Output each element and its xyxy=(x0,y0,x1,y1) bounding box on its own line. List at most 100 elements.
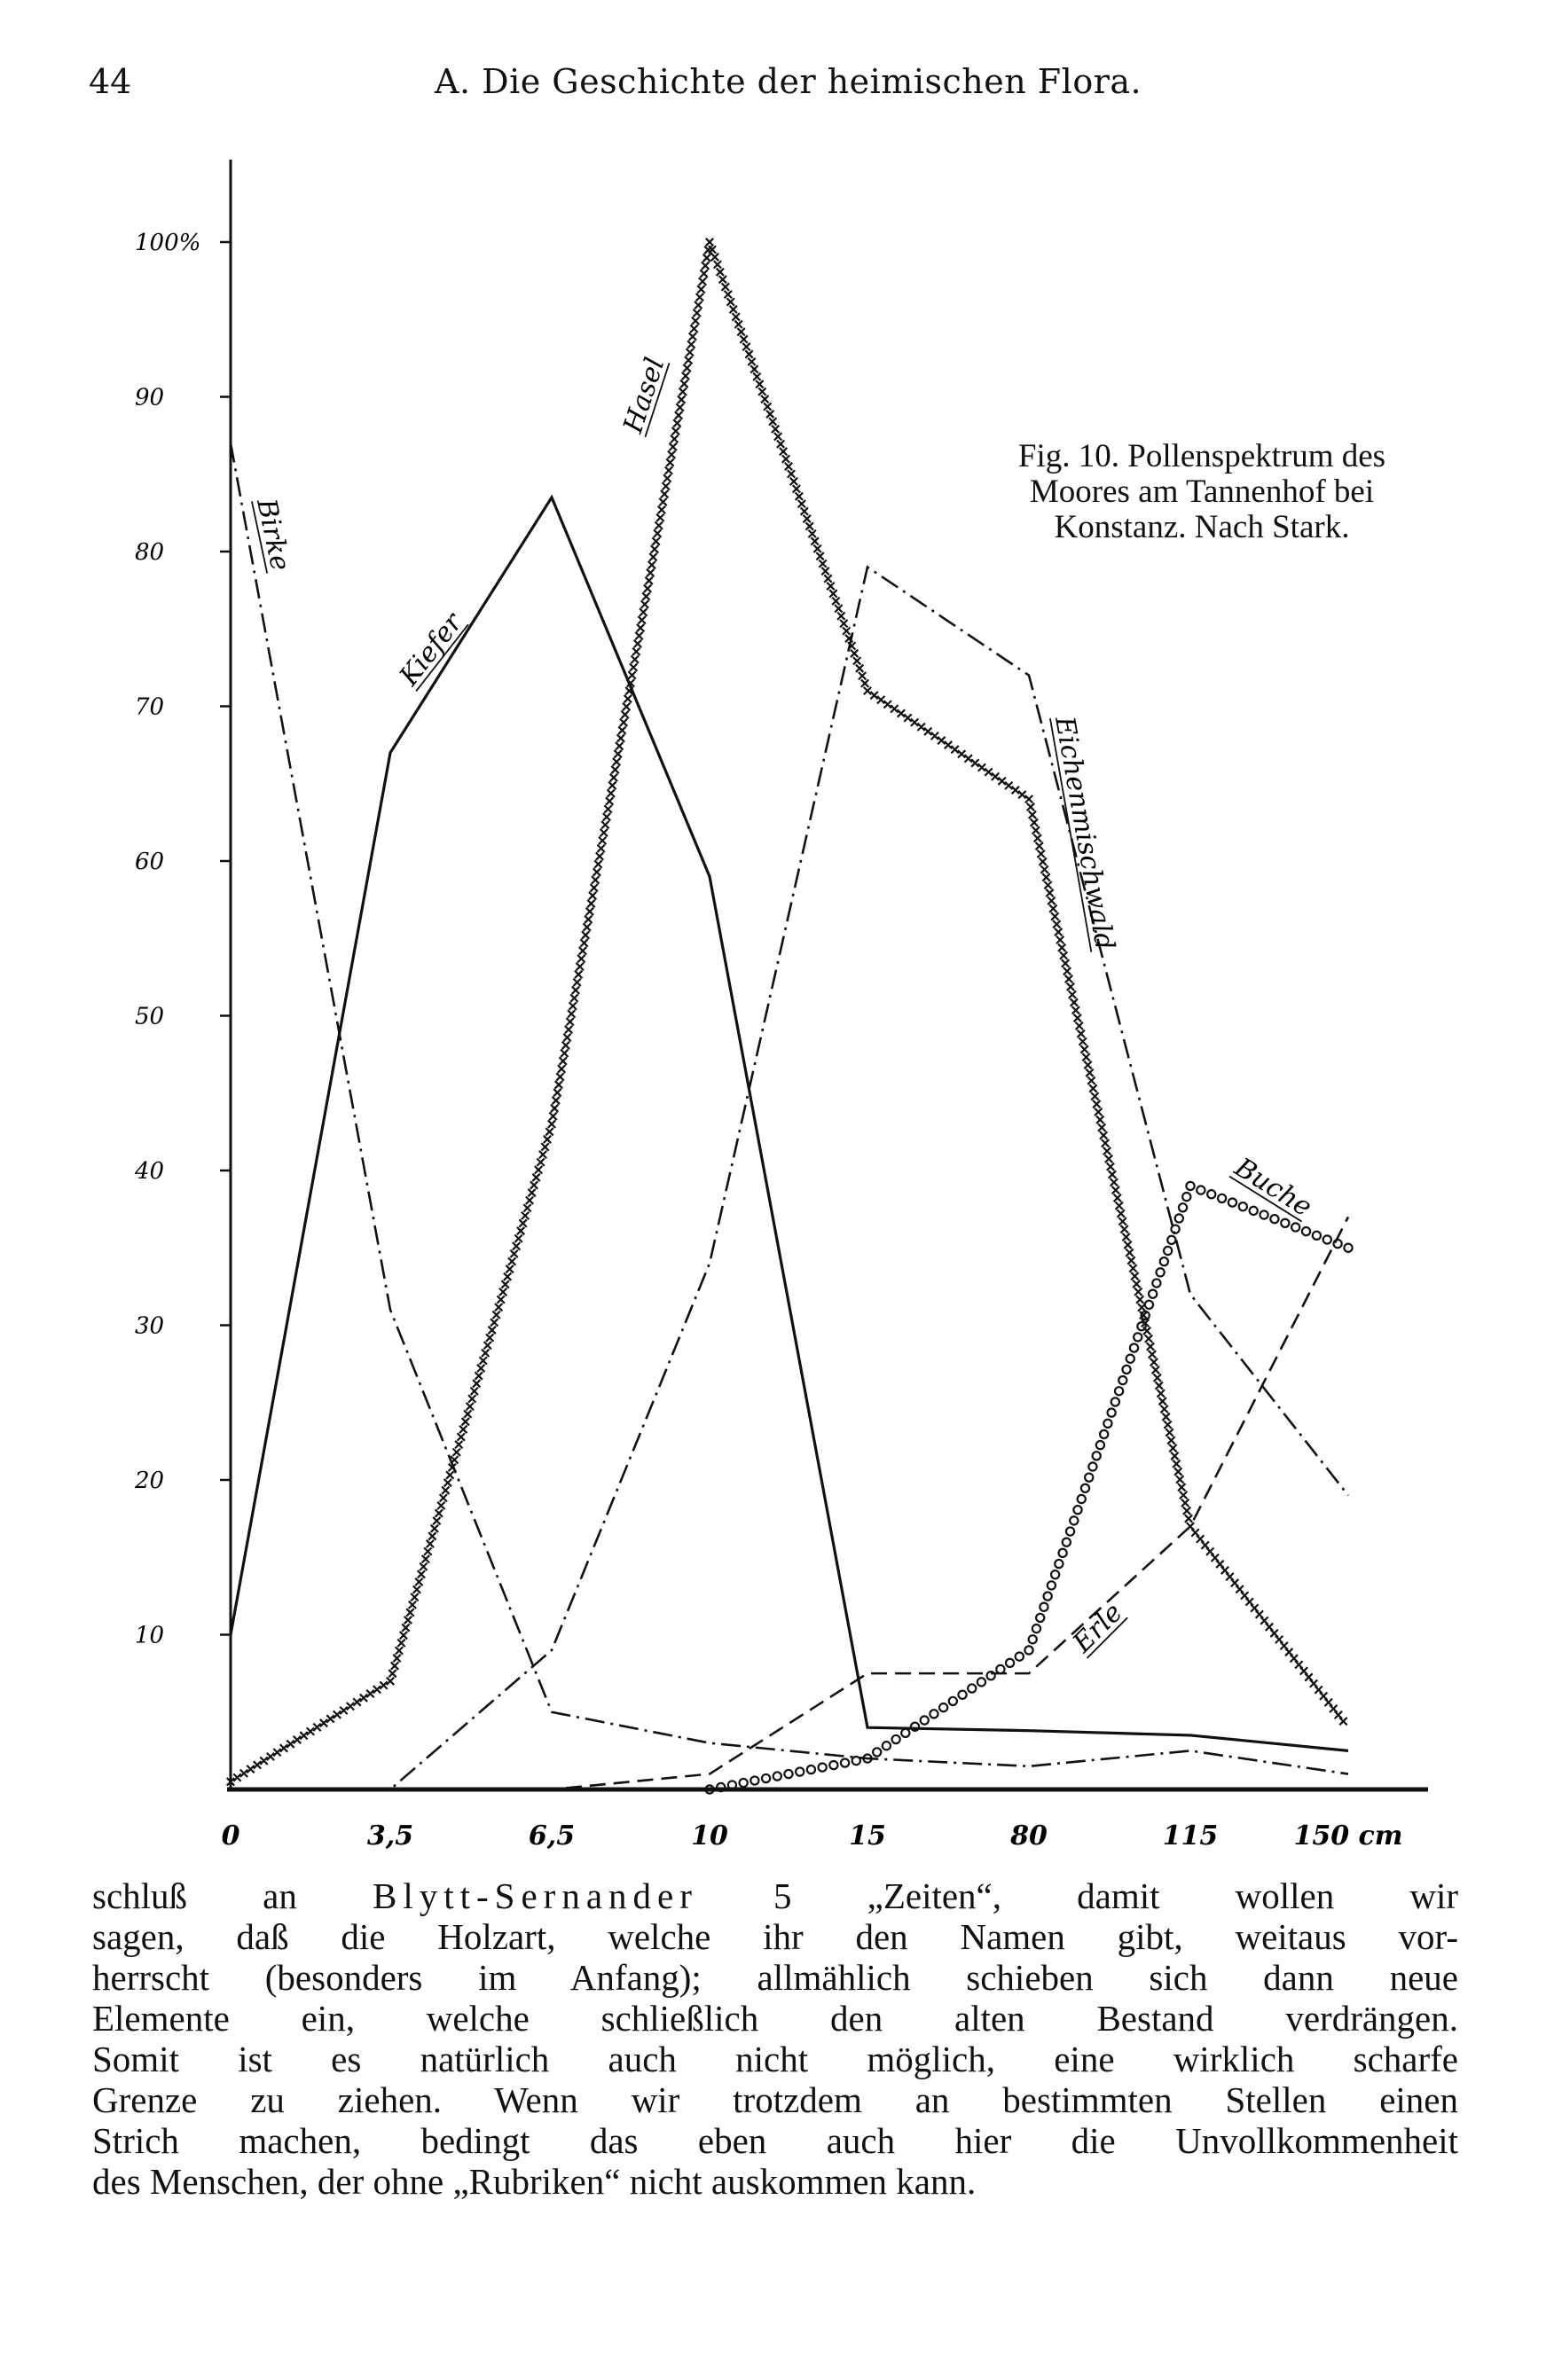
buche-circle-mark xyxy=(1140,1310,1150,1321)
hasel-cross-mark xyxy=(781,454,791,464)
hasel-cross-mark xyxy=(963,754,973,763)
hasel-cross-mark xyxy=(339,1705,349,1715)
hasel-cross-mark xyxy=(1087,1076,1096,1085)
hasel-cross-mark xyxy=(1134,1287,1143,1296)
hasel-cross-mark xyxy=(286,1739,295,1749)
hasel-cross-mark xyxy=(842,626,852,636)
hasel-cross-mark xyxy=(984,767,993,777)
pollen-spectrum-chart: 10 20 30 40 50 60 70 80 90 100% 0 3,5 6,5 10 15 80 115 15… xyxy=(134,160,1428,1852)
hasel-cross-mark xyxy=(530,1180,539,1190)
hasel-cross-mark xyxy=(869,691,879,701)
hasel-cross-mark xyxy=(450,1455,459,1465)
hasel-cross-mark xyxy=(707,245,717,254)
buche-circle-mark xyxy=(1034,1612,1046,1624)
hasel-cross-mark xyxy=(1130,1272,1140,1281)
hasel-cross-mark xyxy=(494,1303,504,1312)
hasel-cross-mark xyxy=(1041,873,1051,882)
hasel-cross-mark xyxy=(560,1048,569,1058)
hasel-cross-mark xyxy=(850,648,859,658)
hasel-cross-mark xyxy=(1163,1420,1173,1429)
hasel-cross-mark xyxy=(553,1088,562,1098)
body-line: des Menschen, der ohne „Rubriken“ nicht … xyxy=(92,2161,977,2202)
hasel-cross-mark xyxy=(478,1356,488,1366)
hasel-cross-mark xyxy=(589,883,599,893)
hasel-cross-mark xyxy=(1103,1147,1112,1156)
buche-circle-mark xyxy=(783,1768,794,1780)
hasel-cross-mark xyxy=(550,1103,560,1113)
hasel-cross-mark xyxy=(786,469,796,479)
buche-circle-mark xyxy=(1042,1591,1053,1601)
hasel-cross-mark xyxy=(651,536,661,546)
hasel-cross-mark xyxy=(791,484,801,494)
hasel-cross-mark xyxy=(487,1326,497,1335)
hasel-cross-mark xyxy=(799,506,809,516)
buche-circle-mark xyxy=(1031,1623,1042,1634)
series-label-birke: Birke xyxy=(250,495,295,573)
buche-circle-mark xyxy=(1064,1526,1076,1537)
hasel-cross-mark xyxy=(695,293,704,302)
hasel-cross-mark xyxy=(694,301,703,310)
buche-circle-mark xyxy=(1121,1364,1132,1375)
hasel-cross-mark xyxy=(612,757,622,767)
series-line-birke xyxy=(229,442,1349,1775)
hasel-cross-mark xyxy=(619,717,629,727)
hasel-cross-mark xyxy=(789,476,798,486)
buche-circle-mark xyxy=(1155,1267,1166,1278)
hasel-cross-mark xyxy=(1338,1717,1348,1726)
hasel-cross-mark xyxy=(555,1072,565,1082)
y-tick-label: 40 xyxy=(134,1158,164,1185)
hasel-cross-mark xyxy=(670,435,679,443)
hasel-cross-mark xyxy=(428,1531,437,1541)
hasel-cross-mark xyxy=(1048,904,1058,913)
hasel-cross-mark xyxy=(443,1478,452,1488)
hasel-cross-mark xyxy=(1181,1498,1190,1507)
hasel-cross-mark xyxy=(1067,990,1077,999)
buche-circle-mark xyxy=(1128,1343,1140,1353)
hasel-cross-mark xyxy=(639,607,648,617)
buche-circle-mark xyxy=(1143,1299,1155,1311)
hasel-cross-mark xyxy=(445,1470,455,1480)
buche-circle-mark xyxy=(1227,1197,1238,1208)
hasel-cross-mark xyxy=(232,1773,242,1782)
caption-line-3: Konstanz. Nach Stark. xyxy=(1054,509,1350,545)
buche-circle-mark xyxy=(938,1702,949,1713)
hasel-cross-mark xyxy=(565,1017,575,1027)
hasel-cross-mark xyxy=(1116,1209,1126,1218)
hasel-cross-mark xyxy=(1063,967,1072,976)
hasel-cross-mark xyxy=(658,497,668,507)
hasel-cross-mark xyxy=(804,521,814,531)
body-paragraph: schluß an Blytt-Sernander 5 „Zeiten“, da… xyxy=(92,1875,1458,2202)
hasel-cross-mark xyxy=(831,596,841,606)
hasel-cross-mark xyxy=(600,820,610,830)
hasel-cross-mark xyxy=(608,780,617,790)
buche-circle-mark xyxy=(750,1775,760,1786)
hasel-cross-mark xyxy=(434,1508,443,1518)
hasel-cross-mark xyxy=(584,914,593,924)
hasel-cross-mark xyxy=(632,646,641,656)
buche-circle-mark xyxy=(1046,1580,1057,1591)
buche-circle-mark xyxy=(1170,1224,1181,1234)
buche-circle-mark xyxy=(772,1771,782,1781)
hasel-cross-mark xyxy=(319,1718,328,1728)
hasel-cross-mark xyxy=(1083,1061,1093,1070)
hasel-cross-mark xyxy=(1107,1170,1117,1179)
hasel-cross-mark xyxy=(259,1756,269,1765)
buche-circle-mark xyxy=(1181,1191,1192,1202)
hasel-cross-mark xyxy=(525,1195,535,1205)
hasel-cross-mark xyxy=(668,442,678,451)
buche-circle-mark xyxy=(1076,1493,1087,1505)
hasel-cross-mark xyxy=(414,1578,424,1586)
hasel-cross-mark xyxy=(1025,802,1035,811)
hasel-cross-mark xyxy=(1081,1053,1091,1062)
hasel-cross-mark xyxy=(726,297,735,307)
hasel-cross-mark xyxy=(416,1570,426,1579)
hasel-cross-mark xyxy=(1088,1084,1098,1093)
hasel-cross-mark xyxy=(991,771,1001,781)
hasel-cross-mark xyxy=(702,253,711,262)
buche-circle-mark xyxy=(1136,1321,1147,1332)
buche-circle-mark xyxy=(1206,1189,1217,1200)
hasel-cross-mark xyxy=(755,380,765,389)
hasel-cross-mark xyxy=(1050,912,1060,921)
hasel-cross-mark xyxy=(543,1134,552,1144)
hasel-cross-mark xyxy=(663,466,673,475)
